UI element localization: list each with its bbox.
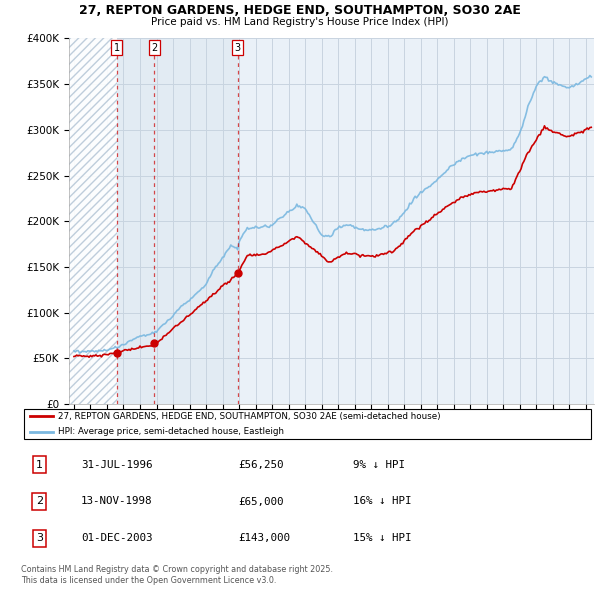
Text: Price paid vs. HM Land Registry's House Price Index (HPI): Price paid vs. HM Land Registry's House … [151, 17, 449, 27]
Text: 2: 2 [36, 497, 43, 506]
Text: 3: 3 [36, 533, 43, 543]
Text: 9% ↓ HPI: 9% ↓ HPI [353, 460, 406, 470]
Text: 2: 2 [151, 43, 158, 53]
Bar [69, 20, 116, 404]
Text: Contains HM Land Registry data © Crown copyright and database right 2025.
This d: Contains HM Land Registry data © Crown c… [21, 565, 333, 585]
Text: 15% ↓ HPI: 15% ↓ HPI [353, 533, 412, 543]
Text: £143,000: £143,000 [239, 533, 291, 543]
Text: 01-DEC-2003: 01-DEC-2003 [81, 533, 152, 543]
Text: 13-NOV-1998: 13-NOV-1998 [81, 497, 152, 506]
FancyBboxPatch shape [24, 409, 591, 439]
Text: £65,000: £65,000 [239, 497, 284, 506]
Text: 1: 1 [36, 460, 43, 470]
Text: 3: 3 [235, 43, 241, 53]
Text: 27, REPTON GARDENS, HEDGE END, SOUTHAMPTON, SO30 2AE: 27, REPTON GARDENS, HEDGE END, SOUTHAMPT… [79, 4, 521, 17]
Text: HPI: Average price, semi-detached house, Eastleigh: HPI: Average price, semi-detached house,… [58, 427, 284, 436]
Text: 31-JUL-1996: 31-JUL-1996 [81, 460, 152, 470]
Text: 16% ↓ HPI: 16% ↓ HPI [353, 497, 412, 506]
Text: 27, REPTON GARDENS, HEDGE END, SOUTHAMPTON, SO30 2AE (semi-detached house): 27, REPTON GARDENS, HEDGE END, SOUTHAMPT… [58, 412, 441, 421]
Text: 1: 1 [113, 43, 119, 53]
Text: £56,250: £56,250 [239, 460, 284, 470]
Bar [116, 20, 238, 404]
